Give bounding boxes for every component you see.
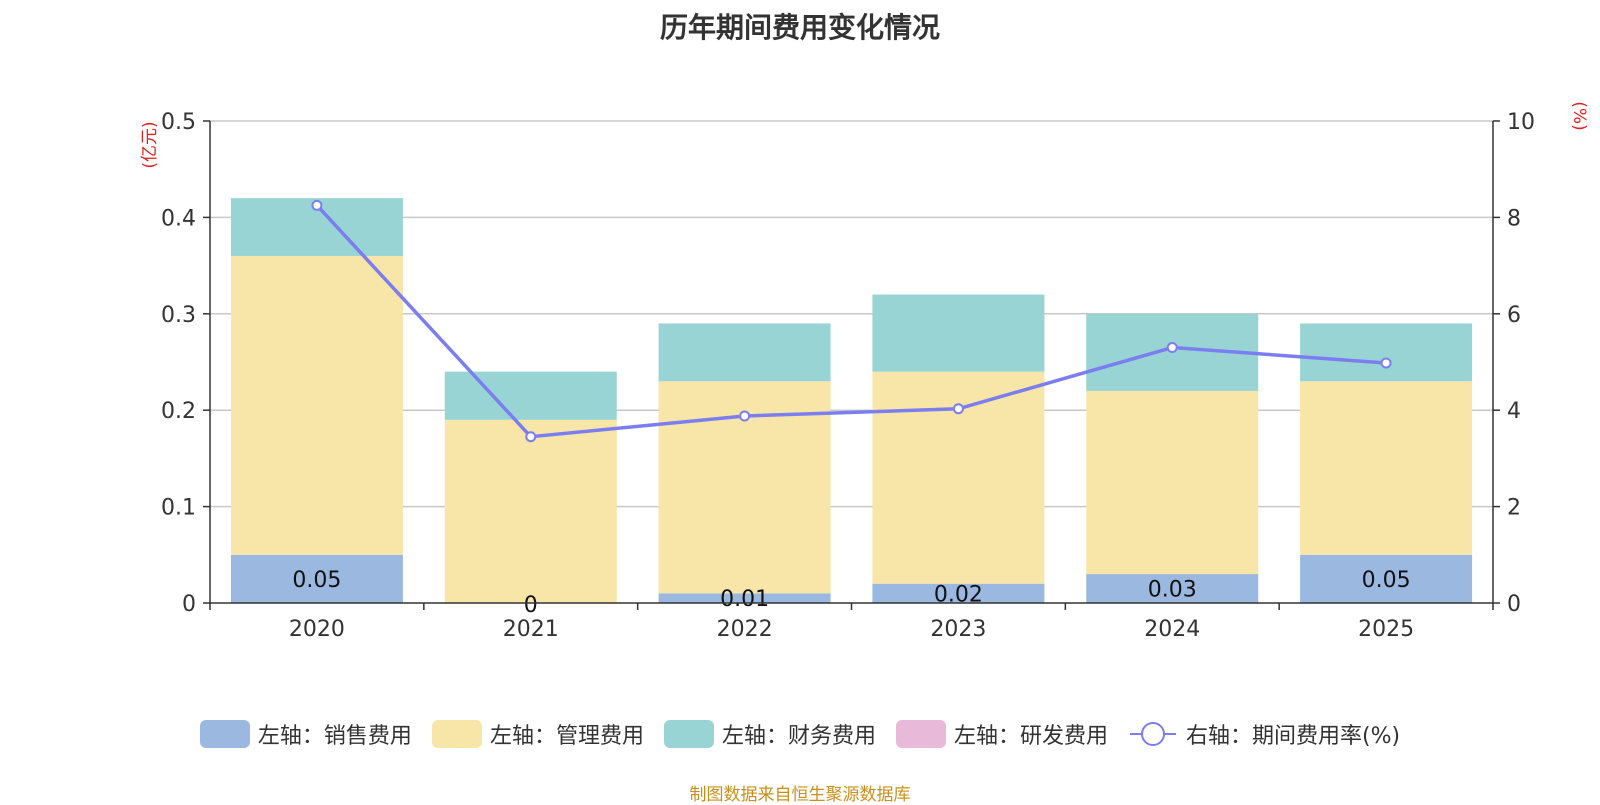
bar-1-2025 [1300,381,1473,555]
legend-label-rate: 右轴：期间费用率(%) [1185,724,1401,749]
rate-point-2021 [525,431,537,443]
legend-item-admin[interactable]: 左轴：管理费用 [431,718,644,750]
chart-title: 历年期间费用变化情况 [659,11,940,44]
bar-0-2022 [658,593,831,603]
bar-0-2020 [230,554,403,603]
data-label-sales-2020: 0.05 [292,568,341,593]
bar-0-2025 [1300,554,1473,603]
data-label-sales-2021: 0 [524,593,538,618]
left-axis-unit-label: (亿元) [140,121,160,168]
right-tick-label: 8 [1507,206,1521,231]
left-tick-label: 0.5 [161,110,196,135]
right-tick-label: 0 [1507,592,1521,617]
x-tick-label-2023: 2023 [930,617,986,642]
right-tick-label: 2 [1507,496,1521,521]
rate-point-2023 [952,403,964,415]
source-note: 制图数据来自恒生聚源数据库 [689,785,911,805]
data-label-sales-2025: 0.05 [1362,568,1411,593]
legend-item-sales[interactable]: 左轴：销售费用 [199,718,412,750]
legend-item-rate[interactable]: 右轴：期间费用率(%) [1128,718,1400,750]
right-tick-label: 4 [1507,399,1521,424]
legend-label-finance: 左轴：财务费用 [721,724,876,749]
left-tick-label: 0 [182,592,196,617]
left-tick-label: 0.2 [161,399,196,424]
legend-label-admin: 左轴：管理费用 [489,724,644,749]
bar-1-2024 [1086,390,1259,575]
legend-line-icon [1129,722,1176,746]
legend-swatch-sales [199,720,250,748]
legend-item-finance[interactable]: 左轴：财务费用 [663,718,876,750]
x-tick-label-2021: 2021 [503,617,559,642]
right-axis-unit-label: (%) [1569,101,1589,130]
bar-2-2022 [658,323,831,382]
right-tick-label: 10 [1507,110,1535,135]
bar-2-2025 [1300,323,1473,382]
bar-2-2021 [444,371,617,420]
legend-swatch-admin [431,720,482,748]
bar-0-2024 [1086,574,1259,603]
bar-2-2023 [872,294,1045,372]
legend: 左轴：销售费用 左轴：管理费用 左轴：财务费用 左轴：研发费用 右轴：期间费用率… [0,718,1600,750]
rate-point-2022 [739,410,751,422]
legend-label-rnd: 左轴：研发费用 [953,724,1108,749]
legend-item-rnd[interactable]: 左轴：研发费用 [895,718,1108,750]
legend-swatch-rnd [895,720,946,748]
x-tick-label-2020: 2020 [289,617,345,642]
data-label-sales-2024: 0.03 [1148,578,1197,603]
bar-1-2021 [444,419,617,603]
legend-swatch-finance [663,720,714,748]
legend-label-sales: 左轴：销售费用 [257,724,412,749]
bar-0-2023 [872,583,1045,603]
x-tick-label-2025: 2025 [1358,617,1414,642]
x-tick-label-2022: 2022 [717,617,773,642]
bar-1-2020 [230,255,403,555]
right-tick-label: 6 [1507,303,1521,328]
left-tick-label: 0.3 [161,303,196,328]
left-tick-label: 0.1 [161,496,196,521]
rate-point-2020 [311,199,323,211]
data-label-sales-2022: 0.01 [720,587,769,612]
rate-point-2024 [1166,342,1178,354]
rate-line [315,204,1387,439]
left-tick-label: 0.4 [161,206,196,231]
x-tick-label-2024: 2024 [1144,617,1200,642]
rate-point-2025 [1380,357,1392,369]
